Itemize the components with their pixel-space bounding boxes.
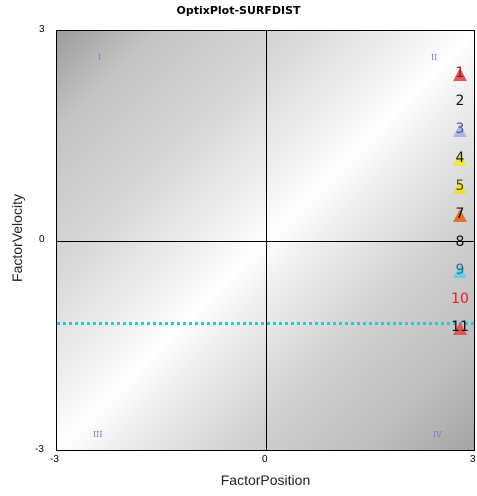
- legend-item-7: 7: [449, 206, 471, 224]
- x-axis-label: FactorPosition: [220, 472, 311, 488]
- legend-item-3: 3: [449, 121, 471, 139]
- quadrant-label-3: III: [93, 430, 103, 439]
- legend-item-4: 4: [449, 150, 471, 168]
- legend-item-8: 8: [449, 234, 471, 252]
- legend-label: 3: [455, 121, 465, 137]
- y-tick-bottom: -3: [35, 444, 44, 455]
- quadrant-label-2: II: [431, 53, 438, 62]
- legend-label: 7: [455, 206, 465, 222]
- legend-item-2: 2: [449, 93, 471, 111]
- legend-label: 5: [455, 178, 465, 194]
- legend-item-11: 11: [449, 319, 471, 337]
- x-tick-middle: 0: [262, 454, 268, 465]
- y-tick-middle: 0: [39, 234, 45, 245]
- triangle-marker-icon: [453, 124, 467, 137]
- x-tick-right: 3: [470, 454, 476, 465]
- quadrant-label-4: IV: [433, 430, 442, 439]
- reference-line: [57, 322, 474, 325]
- legend-label: 4: [455, 150, 465, 166]
- y-tick-top: 3: [39, 24, 45, 35]
- triangle-marker-icon: [453, 209, 467, 222]
- triangle-marker-icon: [453, 153, 467, 166]
- legend-item-5: 5: [449, 178, 471, 196]
- legend-label: 11: [451, 319, 469, 335]
- legend-label: 1: [455, 65, 465, 81]
- legend-item-1: 1: [449, 65, 471, 83]
- triangle-marker-icon: [453, 181, 467, 194]
- legend-item-9: 9: [449, 262, 471, 280]
- legend-label: 8: [455, 234, 465, 250]
- chart-title: OptixPlot-SURFDIST: [176, 4, 301, 17]
- x-tick-left: -3: [50, 454, 59, 465]
- x-axis-line: [57, 241, 474, 242]
- legend-label: 10: [451, 291, 469, 307]
- plot-area[interactable]: I II III IV 1 2 3 4 5 7 8 9 10 11: [56, 30, 475, 451]
- triangle-marker-icon: [453, 322, 467, 335]
- legend-label: 9: [455, 262, 465, 278]
- y-axis-line: [266, 31, 267, 450]
- legend-label: 2: [455, 93, 465, 109]
- legend-item-10: 10: [449, 291, 471, 309]
- triangle-marker-icon: [453, 265, 467, 278]
- triangle-marker-icon: [453, 68, 467, 81]
- quadrant-label-1: I: [98, 53, 102, 62]
- y-axis-label: FactorVelocity: [9, 194, 25, 282]
